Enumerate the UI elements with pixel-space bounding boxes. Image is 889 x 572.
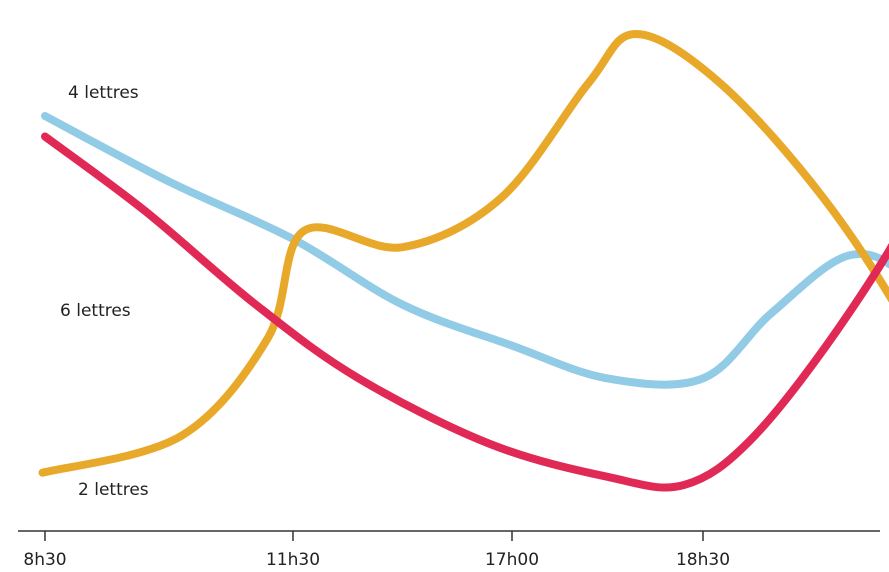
x-tick-label: 18h30 <box>676 550 730 570</box>
x-tick-label: 11h30 <box>266 550 320 570</box>
series-labels: 4 lettres 6 lettres 2 lettres <box>60 83 149 500</box>
series-label-6-lettres: 6 lettres <box>60 301 131 321</box>
series-label-2-lettres: 2 lettres <box>78 480 149 500</box>
series-line-2-lettres <box>38 30 889 477</box>
x-tick-label: 8h30 <box>23 550 66 570</box>
series-label-4-lettres: 4 lettres <box>68 83 139 103</box>
x-axis-ticks: 8h30 11h30 17h00 18h30 <box>23 531 730 570</box>
series-line-4-lettres <box>41 112 889 389</box>
series-line-6-lettres <box>41 132 889 492</box>
x-tick-label: 17h00 <box>485 550 539 570</box>
series-group <box>38 30 889 492</box>
